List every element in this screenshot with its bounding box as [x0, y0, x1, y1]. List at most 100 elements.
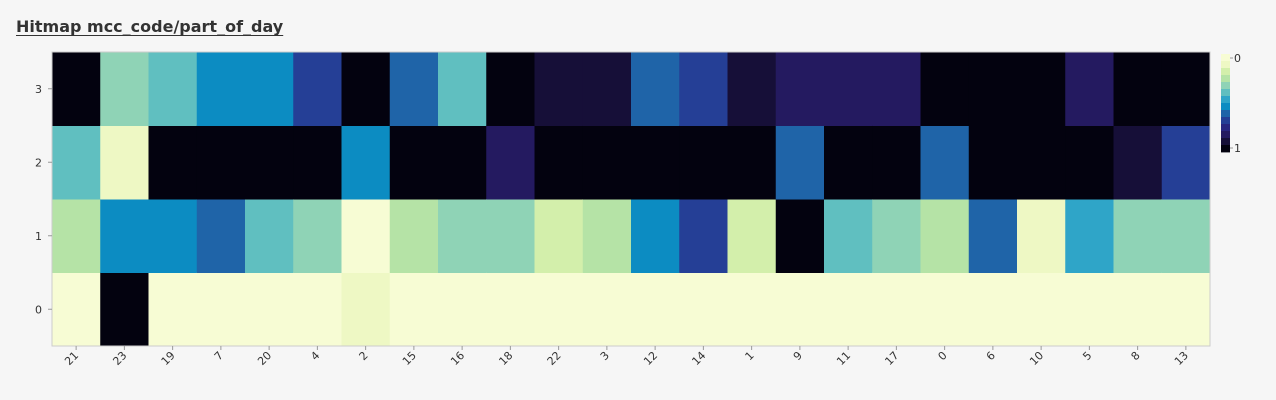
colorbar-swatch — [1221, 103, 1230, 111]
heatmap-cell — [100, 272, 149, 347]
heatmap-cell — [293, 52, 342, 126]
heatmap-cell — [196, 125, 246, 200]
heatmap-cell — [1161, 52, 1211, 126]
colorbar-swatch — [1221, 75, 1230, 83]
heatmap-cell — [582, 272, 632, 347]
heatmap-cell — [968, 199, 1018, 273]
heatmap-cell — [389, 199, 439, 273]
heatmap-cell — [389, 52, 439, 126]
x-tick-label: 19 — [159, 349, 178, 368]
heatmap-cell — [438, 199, 487, 273]
heatmap-cell — [968, 52, 1018, 126]
heatmap-cell — [1113, 199, 1163, 273]
heatmap-cell — [582, 125, 632, 200]
heatmap-cell — [534, 125, 584, 200]
heatmap-cell — [872, 272, 921, 347]
y-tick-label: 1 — [35, 230, 42, 243]
x-tick-label: 3 — [598, 349, 612, 363]
heatmap-cell — [920, 52, 970, 126]
heatmap-cell — [148, 125, 198, 200]
colorbar-swatch — [1221, 96, 1230, 104]
heatmap-cell — [1113, 272, 1163, 347]
x-tick-label: 5 — [1080, 349, 1094, 363]
x-tick-label: 7 — [212, 349, 226, 363]
heatmap-cell — [341, 272, 391, 347]
heatmap-cell — [100, 52, 149, 126]
heatmap-cell — [968, 125, 1018, 200]
heatmap-cell — [438, 272, 487, 347]
heatmap-cell — [148, 199, 198, 273]
heatmap-cell — [293, 272, 342, 347]
x-tick-label: 18 — [496, 349, 515, 368]
colorbar-tick-label: 0 — [1234, 52, 1241, 65]
colorbar-swatch — [1221, 110, 1230, 118]
heatmap-cell — [920, 272, 970, 347]
heatmap-cell — [1017, 199, 1066, 273]
heatmap-cell — [824, 125, 873, 200]
heatmap-cell — [534, 199, 584, 273]
colorbar-swatch — [1221, 124, 1230, 132]
colorbar-swatch — [1221, 54, 1230, 62]
heatmap-cell — [824, 52, 873, 126]
x-tick-label: 13 — [1172, 349, 1191, 368]
heatmap-cell — [389, 272, 439, 347]
heatmap-cell — [245, 125, 294, 200]
y-tick-label: 2 — [35, 156, 42, 169]
heatmap-cell — [1161, 199, 1211, 273]
heatmap-cell — [245, 52, 294, 126]
heatmap-cell — [727, 199, 777, 273]
heatmap-cell — [486, 272, 535, 347]
x-tick-label: 15 — [400, 349, 419, 368]
heatmap-cell — [1161, 125, 1211, 200]
heatmap-cell — [52, 52, 101, 126]
x-tick-label: 1 — [743, 349, 757, 363]
x-tick-label: 14 — [689, 349, 708, 368]
x-tick-label: 10 — [1027, 349, 1046, 368]
y-tick-label: 0 — [35, 303, 42, 316]
heatmap-cell — [534, 272, 584, 347]
colorbar-swatch — [1221, 68, 1230, 76]
plot-frame — [51, 51, 1211, 347]
x-tick-label: 4 — [308, 349, 322, 363]
heatmap-cell — [679, 272, 728, 347]
x-tick-label: 16 — [448, 349, 467, 368]
heatmap-cell — [727, 272, 777, 347]
heatmap-cell — [631, 52, 680, 126]
colorbar-tick-label: 1 — [1234, 142, 1241, 155]
heatmap-cell — [631, 199, 680, 273]
heatmap-cell — [1113, 125, 1163, 200]
x-tick-label: 2 — [357, 349, 371, 363]
colorbar-swatch — [1221, 145, 1230, 153]
heatmap-cell — [486, 199, 535, 273]
heatmap-cell — [872, 52, 921, 126]
heatmap-cell — [196, 199, 246, 273]
heatmap-cell — [245, 199, 294, 273]
heatmap-cell — [679, 52, 728, 126]
heatmap-cell — [148, 272, 198, 347]
heatmap-cell — [100, 125, 149, 200]
heatmap-cell — [341, 199, 391, 273]
heatmap-cell — [245, 272, 294, 347]
heatmap-cell — [872, 125, 921, 200]
heatmap-cell — [100, 199, 149, 273]
y-tick-label: 3 — [35, 83, 42, 96]
x-tick-label: 22 — [545, 349, 564, 368]
heatmap-cell — [679, 125, 728, 200]
heatmap-cell — [389, 125, 439, 200]
heatmap-cell — [775, 199, 825, 273]
heatmap-cell — [872, 199, 921, 273]
heatmap-cell — [1017, 272, 1066, 347]
heatmap-cell — [1065, 52, 1114, 126]
colorbar-swatch — [1221, 61, 1230, 69]
x-tick-label: 9 — [791, 349, 805, 363]
heatmap-cell — [582, 199, 632, 273]
heatmap-cell — [196, 52, 246, 126]
heatmap-cells — [52, 52, 1211, 347]
x-tick-label: 0 — [936, 349, 950, 363]
heatmap-cell — [1161, 272, 1211, 347]
heatmap-cell — [1065, 272, 1114, 347]
heatmap-cell — [775, 272, 825, 347]
heatmap-cell — [631, 272, 680, 347]
heatmap-cell — [679, 199, 728, 273]
